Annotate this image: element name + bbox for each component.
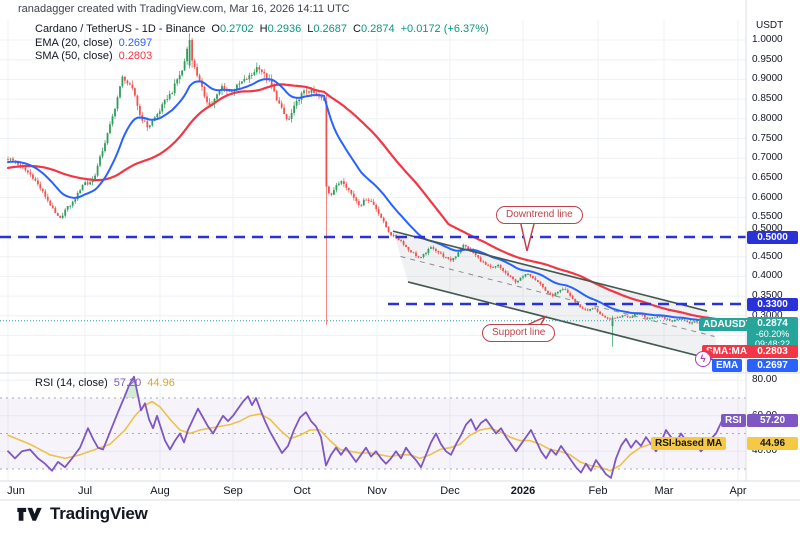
ema-badge-label: EMA	[712, 359, 743, 372]
time-axis-label: Aug	[150, 485, 170, 497]
ema-value: 0.2697	[118, 37, 153, 49]
symbol-price-chip: ADAUSDT	[699, 318, 756, 331]
rsi-ma-line	[7, 400, 723, 472]
attribution-text: ranadagger created with TradingView.com,…	[18, 3, 350, 15]
price-tick-label: 0.3000	[752, 309, 783, 321]
time-axis-label: Dec	[440, 485, 460, 497]
tradingview-logo-text: TradingView	[50, 504, 148, 523]
price-tick-label: 0.5000	[752, 223, 783, 234]
lightning-bolt-icon[interactable]: ϟ	[695, 350, 712, 367]
high-value: 0.2936	[267, 23, 302, 35]
sma-50-line	[6, 83, 724, 321]
sma-badge-label: SMA:MA	[702, 345, 752, 358]
rsi-tick-label: 80.00	[752, 374, 778, 386]
rsi-badge-label: RSI	[721, 414, 746, 427]
support-line-callout[interactable]: Support line	[482, 324, 556, 342]
last-price-change: -60.20%	[755, 329, 790, 339]
time-axis-label: Nov	[367, 485, 387, 497]
last-price-value: 0.2874	[757, 318, 788, 329]
rsi-line	[7, 375, 723, 479]
close-value: 0.2874	[360, 23, 395, 35]
rsi-tick-label: 40.00	[752, 445, 778, 457]
sma-legend: SMA (50, close) 0.2803	[35, 50, 152, 62]
rsi-ma-badge-value: 44.96	[747, 437, 798, 450]
price-tick-label: 0.6000	[752, 191, 783, 203]
ema-badge-value: 0.2697	[747, 359, 798, 372]
price-tick-label: 0.8000	[752, 112, 783, 124]
price-tick-label: 1.0000	[752, 34, 783, 45]
level-badge-0-33: 0.3300	[747, 298, 798, 311]
tradingview-logo[interactable]: TradingView	[16, 504, 148, 524]
time-axis-label: Feb	[588, 485, 608, 497]
price-tick-label: 0.8500	[752, 93, 783, 105]
last-price-badge: 0.2874 -60.20% 09:48:22	[747, 317, 798, 350]
low-value: 0.2687	[313, 23, 347, 35]
time-axis-label: Jul	[77, 485, 93, 497]
sma-value: 0.2803	[118, 50, 153, 62]
price-tick-label: 0.7500	[752, 132, 783, 144]
rsi-overbought-fill	[124, 376, 137, 398]
support-trendline[interactable]	[407, 281, 723, 363]
ema-20-line	[7, 78, 723, 325]
sma-badge-value: 0.2803	[747, 345, 798, 358]
price-tick-label: 0.9500	[752, 53, 783, 65]
time-axis-label: Mar	[654, 485, 674, 497]
price-tick-label: 0.7000	[752, 152, 783, 164]
bar-countdown: 09:48:22	[754, 339, 791, 349]
low-label: L	[307, 23, 314, 35]
price-tick-label: 0.5500	[752, 211, 783, 223]
sma-label: SMA (50, close)	[35, 50, 113, 62]
price-axis-unit: USDT	[756, 20, 784, 31]
change-value: +0.0172 (+6.37%)	[400, 23, 489, 35]
rsi-label: RSI (14, close)	[35, 377, 108, 389]
high-label: H	[259, 23, 268, 35]
time-axis-label: Oct	[293, 485, 311, 497]
open-label: O	[211, 23, 220, 35]
open-value: 0.2702	[219, 23, 254, 35]
downtrend-trendline[interactable]	[392, 230, 708, 312]
close-label: C	[353, 23, 361, 35]
time-scale[interactable]	[0, 481, 800, 500]
level-badge-0-50: 0.5000	[747, 231, 798, 244]
rsi-badge-value: 57.20	[747, 414, 798, 427]
price-tick-label: 0.4500	[752, 250, 783, 262]
symbol-legend: Cardano / TetherUS - 1D - Binance O 0.270…	[35, 23, 489, 35]
time-axis-label: Jun	[7, 485, 25, 497]
price-tick-label: 0.6500	[752, 171, 783, 183]
ema-label: EMA (20, close)	[35, 37, 113, 49]
tradingview-logo-icon	[17, 507, 42, 521]
symbol-title: Cardano / TetherUS - 1D - Binance	[35, 23, 206, 35]
channel-median-line	[400, 256, 715, 337]
main-chart-pane[interactable]	[0, 20, 746, 373]
rsi-ma-value: 44.96	[147, 377, 175, 389]
price-tick-label: 0.9000	[752, 73, 783, 85]
price-tick-label: 0.3500	[752, 290, 783, 302]
rsi-legend: RSI (14, close) 57.20 44.96	[35, 377, 175, 389]
alert-dot	[707, 350, 712, 355]
ema-legend: EMA (20, close) 0.2697	[35, 37, 152, 49]
time-axis-label: Sep	[223, 485, 243, 497]
rsi-pane[interactable]	[0, 374, 746, 481]
downtrend-line-callout[interactable]: Downtrend line	[496, 206, 583, 224]
price-tick-label: 0.4000	[752, 270, 783, 282]
rsi-value: 57.20	[113, 377, 142, 389]
rsi-ma-badge-label: RSI-based MA	[651, 437, 727, 450]
time-axis-label: Apr	[729, 485, 747, 497]
time-axis-label: 2026	[510, 485, 536, 497]
